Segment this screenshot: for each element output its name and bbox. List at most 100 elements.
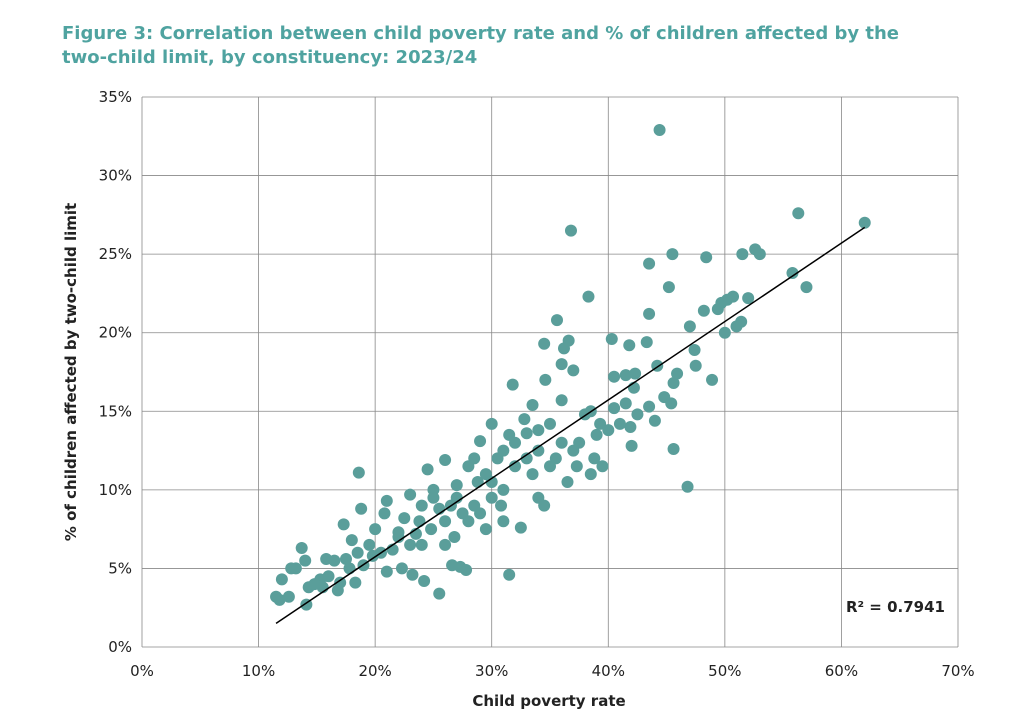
point (667, 443, 680, 455)
point (497, 515, 510, 528)
point (446, 559, 459, 572)
point (555, 358, 568, 371)
point (418, 575, 431, 587)
point (275, 573, 288, 586)
point (666, 248, 679, 261)
point (792, 207, 805, 220)
point (629, 367, 642, 380)
point (497, 444, 510, 457)
point (328, 554, 341, 567)
point (331, 584, 344, 597)
point (282, 590, 295, 603)
point (590, 428, 603, 441)
point (608, 402, 621, 415)
point (439, 454, 452, 466)
point (456, 507, 469, 520)
point (567, 444, 580, 457)
point (433, 587, 446, 600)
point (439, 538, 452, 551)
point (518, 413, 531, 426)
point (273, 593, 286, 606)
point (349, 576, 362, 589)
point (406, 568, 419, 581)
point (667, 377, 680, 389)
y-tick-label: 25% (99, 245, 132, 263)
point (439, 515, 452, 528)
point (352, 466, 365, 479)
point (526, 399, 539, 411)
point (596, 460, 609, 473)
point (450, 479, 463, 492)
point (730, 320, 743, 333)
point (363, 538, 376, 551)
point (532, 491, 545, 504)
point (584, 468, 597, 481)
point (532, 444, 545, 457)
point (561, 476, 574, 488)
y-tick-label: 35% (99, 88, 132, 106)
point (605, 333, 618, 345)
point (689, 359, 702, 372)
y-tick-label: 0% (108, 638, 132, 656)
point (567, 364, 580, 377)
point (340, 553, 352, 565)
point (538, 337, 551, 350)
point (683, 320, 696, 333)
y-tick-label: 5% (108, 559, 132, 577)
point (520, 452, 533, 465)
y-tick-label: 20% (99, 324, 132, 342)
point (295, 542, 308, 554)
point (474, 507, 487, 520)
point (415, 538, 428, 551)
point (648, 414, 661, 427)
point (509, 460, 522, 473)
point (555, 394, 568, 407)
point (564, 224, 577, 237)
x-tick-label: 30% (475, 662, 508, 680)
x-tick-label: 50% (708, 662, 741, 680)
point (550, 314, 563, 327)
point (380, 494, 393, 507)
x-tick-label: 60% (825, 662, 858, 680)
point (404, 538, 417, 551)
point (539, 373, 552, 386)
point (643, 400, 656, 413)
x-tick-label: 20% (358, 662, 391, 680)
point (345, 534, 358, 547)
point (706, 373, 719, 386)
point (514, 521, 527, 534)
point (624, 421, 637, 433)
point (532, 424, 545, 437)
point (688, 344, 701, 356)
point (786, 267, 799, 279)
point (509, 436, 522, 449)
point (497, 483, 510, 496)
point (718, 326, 731, 339)
point (308, 578, 321, 591)
point (351, 546, 364, 559)
annotation: R² = 0.7941 (846, 598, 945, 616)
point (425, 523, 438, 536)
point (392, 531, 405, 543)
x-tick-label: 40% (592, 662, 625, 680)
x-axis-title: Child poverty rate (472, 692, 625, 710)
point (643, 307, 656, 320)
point (623, 339, 636, 352)
point (485, 476, 498, 488)
point (285, 562, 298, 575)
point (570, 460, 583, 473)
point (700, 251, 713, 264)
point (520, 427, 533, 440)
point (753, 248, 766, 261)
point (582, 290, 595, 303)
x-tick-label: 0% (130, 662, 154, 680)
point (495, 499, 508, 512)
point (631, 408, 644, 421)
point (404, 488, 417, 501)
point (640, 336, 653, 349)
point (415, 499, 428, 512)
point (378, 507, 391, 520)
trendline (275, 226, 866, 625)
point (625, 439, 638, 452)
